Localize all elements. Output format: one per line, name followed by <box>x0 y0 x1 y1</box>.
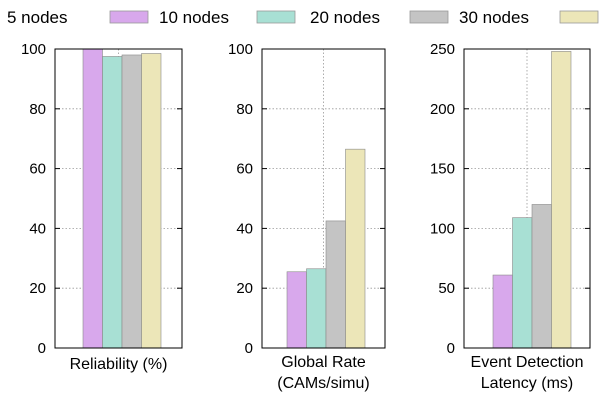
y-tick-label: 60 <box>29 161 46 178</box>
legend-label: 5 nodes <box>7 8 68 27</box>
bar <box>102 56 123 349</box>
bar <box>306 268 327 349</box>
bar <box>82 48 103 349</box>
plot-frame <box>463 48 591 349</box>
legend-label: 20 nodes <box>310 8 380 27</box>
y-tick-label: 80 <box>236 101 253 118</box>
chart-panel: 0 20 40 60 80 100 Global Rate (CAMs/simu) <box>228 41 386 392</box>
bar <box>531 204 552 349</box>
bar <box>345 148 366 349</box>
y-tick-label: 40 <box>29 220 46 237</box>
legend-swatch <box>409 10 449 24</box>
bar <box>325 220 346 349</box>
x-axis-label: Global Rate <box>281 354 366 371</box>
x-axis-label: (CAMs/simu) <box>277 375 369 392</box>
legend-swatch <box>256 10 296 24</box>
y-tick-label: 0 <box>245 340 253 357</box>
bar <box>512 217 533 349</box>
y-tick-label: 0 <box>38 340 46 357</box>
y-tick-label: 150 <box>430 161 455 178</box>
chart-panel: 0 20 40 60 80 100 Reliability (%) <box>21 41 183 373</box>
y-tick-label: 40 <box>236 220 253 237</box>
legend-label: 30 nodes <box>459 8 529 27</box>
legend-swatch <box>559 10 599 24</box>
plot-frame <box>54 48 183 349</box>
y-tick-label: 20 <box>29 280 46 297</box>
plot-frame <box>261 48 386 349</box>
y-tick-label: 0 <box>447 340 455 357</box>
y-tick-label: 250 <box>430 41 455 58</box>
y-tick-label: 100 <box>21 41 46 58</box>
x-axis-label: Event Detection <box>471 354 584 371</box>
y-tick-label: 20 <box>236 280 253 297</box>
y-tick-label: 200 <box>430 101 455 118</box>
x-axis-label: Reliability (%) <box>70 356 168 373</box>
bar <box>286 271 307 349</box>
y-tick-label: 50 <box>438 280 455 297</box>
bar <box>551 51 572 349</box>
y-tick-label: 100 <box>228 41 253 58</box>
y-tick-label: 80 <box>29 101 46 118</box>
bar <box>121 54 142 349</box>
legend: 5 nodes 10 nodes 20 nodes 30 nodes <box>7 8 599 27</box>
x-axis-label: Latency (ms) <box>481 375 573 392</box>
bar <box>492 274 513 349</box>
y-tick-label: 60 <box>236 161 253 178</box>
y-tick-label: 100 <box>430 220 455 237</box>
legend-swatch <box>109 10 149 24</box>
chart-panels: 0 20 40 60 80 100 Reliability (%) 0 20 40 60 80 100 G… <box>21 41 591 392</box>
legend-label: 10 nodes <box>159 8 229 27</box>
chart-panel: 0 50 100 150 200 250 Event Detection Latency (m… <box>430 41 591 392</box>
bar <box>141 53 162 349</box>
